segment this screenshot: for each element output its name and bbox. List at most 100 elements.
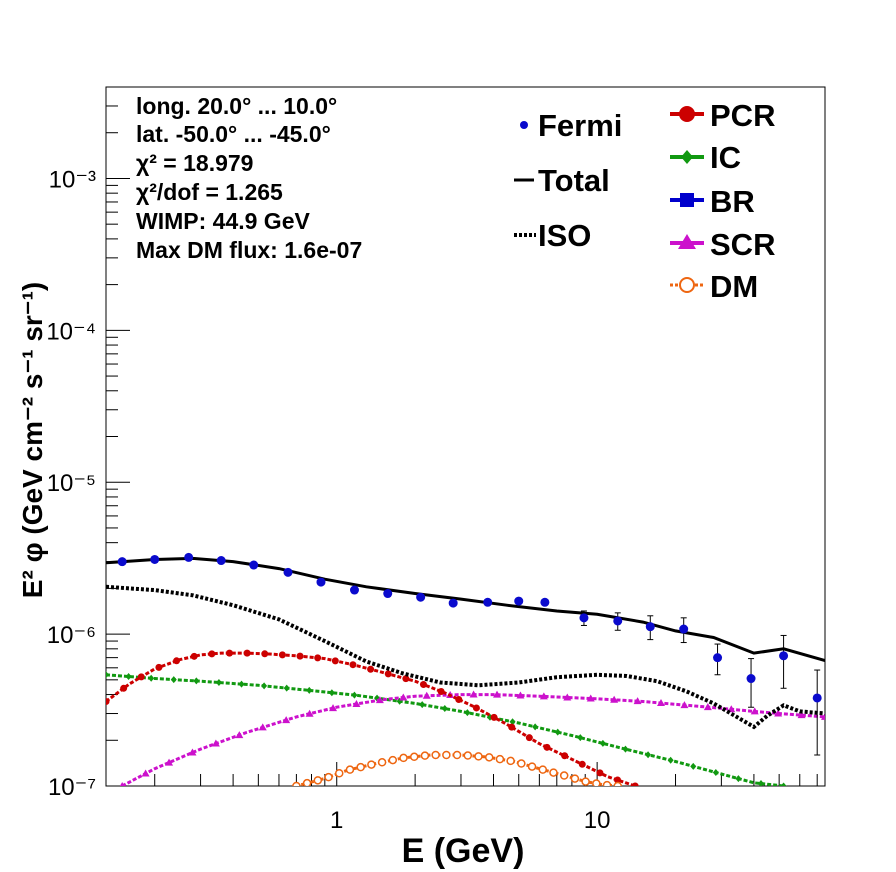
legend-marker-ic xyxy=(681,150,693,164)
scr-point xyxy=(563,693,572,701)
ic-point xyxy=(690,762,697,770)
fermi-point xyxy=(316,577,326,587)
pcr-point xyxy=(508,723,516,731)
dm-point xyxy=(356,762,365,772)
fermi-point xyxy=(184,552,194,562)
pcr-point xyxy=(525,734,533,742)
y-tick-label: 10⁻³ xyxy=(49,166,96,193)
pcr-point xyxy=(243,649,251,657)
scr-point xyxy=(119,782,125,786)
scr-series xyxy=(119,690,825,786)
dm-point xyxy=(559,771,569,780)
scr-point xyxy=(141,769,150,777)
ic-point xyxy=(577,734,584,742)
fermi-point xyxy=(514,596,524,606)
info-line: long. 20.0° ... 10.0° xyxy=(136,93,337,119)
pcr-point xyxy=(631,782,639,786)
dm-point xyxy=(549,768,558,777)
scr-point xyxy=(282,716,291,724)
dm-point xyxy=(377,758,387,767)
fermi-point xyxy=(645,622,655,632)
legend-label-br: BR xyxy=(710,184,755,219)
pcr-point xyxy=(543,743,551,751)
scr-point xyxy=(821,712,825,720)
pcr-point xyxy=(437,687,445,695)
ic-point xyxy=(419,701,426,709)
ic-series xyxy=(106,671,787,786)
fermi-point xyxy=(483,597,493,607)
pcr-point xyxy=(490,713,498,721)
scr-point xyxy=(633,697,642,705)
x-axis-label: E (GeV) xyxy=(402,832,525,870)
pcr-point xyxy=(455,696,463,704)
fermi-point xyxy=(579,613,589,623)
ic-point xyxy=(509,718,516,726)
ic-point xyxy=(148,674,155,682)
scr-point xyxy=(469,690,478,698)
dm-point xyxy=(570,774,580,783)
fermi-point xyxy=(613,616,623,626)
dm-point xyxy=(345,765,355,774)
axes-layer: 1 10 10⁻⁷ 10⁻⁶ 10⁻⁵ 10⁻⁴ 10⁻³ xyxy=(46,86,818,834)
scr-point xyxy=(610,695,619,703)
pcr-point xyxy=(120,684,128,692)
y-axis-label: E² φ (GeV cm⁻² s⁻¹ sr⁻¹) xyxy=(17,282,48,598)
info-line: χ² = 18.979 xyxy=(136,150,253,176)
ic-point xyxy=(193,677,200,685)
fermi-point xyxy=(679,624,689,634)
pcr-point xyxy=(314,654,322,662)
ic-point xyxy=(328,689,335,697)
scr-point xyxy=(258,723,267,731)
pcr-point xyxy=(578,760,586,768)
legend-label-scr: SCR xyxy=(710,227,775,262)
dm-point xyxy=(592,779,601,786)
ic-point xyxy=(599,739,606,747)
pcr-point xyxy=(349,661,357,669)
iso-line xyxy=(106,584,825,730)
ic-point xyxy=(261,682,268,690)
legend-marker-fermi xyxy=(520,121,528,129)
scr-point xyxy=(375,696,384,704)
fermi-point xyxy=(416,592,426,602)
ic-point xyxy=(645,751,652,759)
dm-point xyxy=(409,752,419,762)
pcr-point xyxy=(402,675,410,683)
info-line: χ²/dof = 1.265 xyxy=(136,179,283,205)
legend-label-dm: DM xyxy=(710,269,758,304)
info-box: long. 20.0° ... 10.0° lat. -50.0° ... -4… xyxy=(136,93,362,263)
dm-point xyxy=(474,752,483,761)
fermi-point xyxy=(283,567,293,577)
ic-point xyxy=(215,678,222,686)
pcr-point xyxy=(225,649,233,657)
ic-point xyxy=(306,686,313,694)
pcr-point xyxy=(296,652,304,660)
pcr-point xyxy=(261,650,269,658)
dm-point xyxy=(602,780,612,786)
pcr-point xyxy=(472,704,480,712)
fermi-point xyxy=(117,557,127,567)
ic-point xyxy=(170,676,177,684)
fermi-point xyxy=(249,560,259,570)
legend-label-total: Total xyxy=(538,163,610,198)
dm-point xyxy=(388,755,398,765)
dm-point xyxy=(527,762,537,771)
y-tick-label: 10⁻⁵ xyxy=(47,470,96,497)
x-tick-label: 10 xyxy=(584,807,611,834)
scr-point xyxy=(797,711,806,719)
dm-point xyxy=(463,751,473,760)
ic-point xyxy=(106,671,109,679)
pcr-point xyxy=(420,680,428,688)
y-tick-label: 10⁻⁷ xyxy=(48,774,96,801)
pcr-point xyxy=(331,657,339,665)
pcr-point xyxy=(367,665,375,673)
scr-point xyxy=(774,709,783,717)
scr-point xyxy=(188,748,197,756)
dm-line xyxy=(296,753,618,786)
dm-point xyxy=(581,777,590,786)
ic-point xyxy=(283,684,290,692)
fermi-point xyxy=(150,554,160,564)
pcr-point xyxy=(614,776,622,784)
scr-point xyxy=(703,703,712,711)
fermi-point xyxy=(216,556,226,566)
